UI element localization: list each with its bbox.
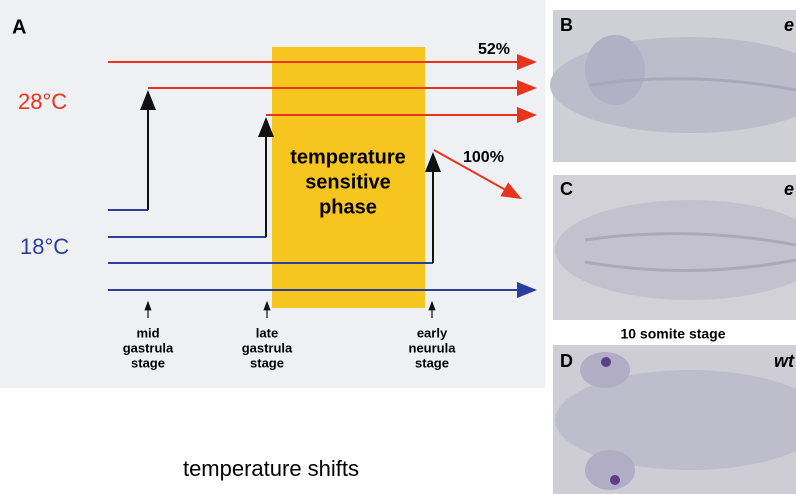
stage-label: gastrula xyxy=(242,340,293,355)
stage-label: gastrula xyxy=(123,340,174,355)
middle-caption: 10 somite stage xyxy=(620,326,725,342)
phase-line: phase xyxy=(319,196,377,218)
caption: temperature shifts xyxy=(183,456,359,481)
percent-label: 52% xyxy=(478,41,510,58)
temp-high: 28°C xyxy=(18,89,67,114)
stage-label: late xyxy=(256,325,278,340)
genotype-label: e xyxy=(784,15,794,35)
phase-line: temperature xyxy=(290,146,406,168)
percent-label: 100% xyxy=(463,149,504,166)
micrograph xyxy=(550,10,796,162)
stage-label: stage xyxy=(250,355,284,370)
temp-low: 18°C xyxy=(20,234,69,259)
stage-label: stage xyxy=(131,355,165,370)
phase-line: sensitive xyxy=(305,171,391,193)
panel-label: D xyxy=(560,351,573,371)
stage-label: early xyxy=(417,325,448,340)
stage-label: mid xyxy=(136,325,159,340)
panel-label: A xyxy=(12,16,26,38)
genotype-label: e xyxy=(784,179,794,199)
figure: A 28°C 18°C 52% 100% temperature sensitiv… xyxy=(0,0,796,494)
micrograph xyxy=(553,175,796,320)
micrograph xyxy=(553,345,796,494)
panel-label: B xyxy=(560,15,573,35)
genotype-label: wt xyxy=(774,351,795,371)
stage-label: stage xyxy=(415,355,449,370)
panel-label: C xyxy=(560,179,573,199)
stage-label: neurula xyxy=(409,340,457,355)
